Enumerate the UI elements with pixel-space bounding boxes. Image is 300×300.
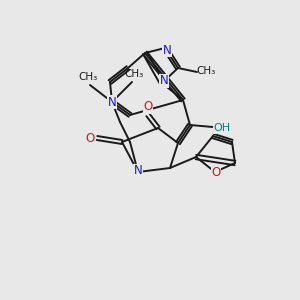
Text: N: N — [163, 44, 171, 56]
Text: CH₃: CH₃ — [124, 69, 144, 79]
Text: O: O — [143, 100, 153, 113]
Text: O: O — [85, 131, 94, 145]
Text: N: N — [134, 164, 142, 178]
Text: N: N — [160, 74, 168, 88]
Text: N: N — [108, 95, 116, 109]
Text: CH₃: CH₃ — [78, 72, 98, 82]
Text: CH₃: CH₃ — [196, 66, 216, 76]
Text: OH: OH — [213, 123, 231, 133]
Text: O: O — [212, 167, 220, 179]
